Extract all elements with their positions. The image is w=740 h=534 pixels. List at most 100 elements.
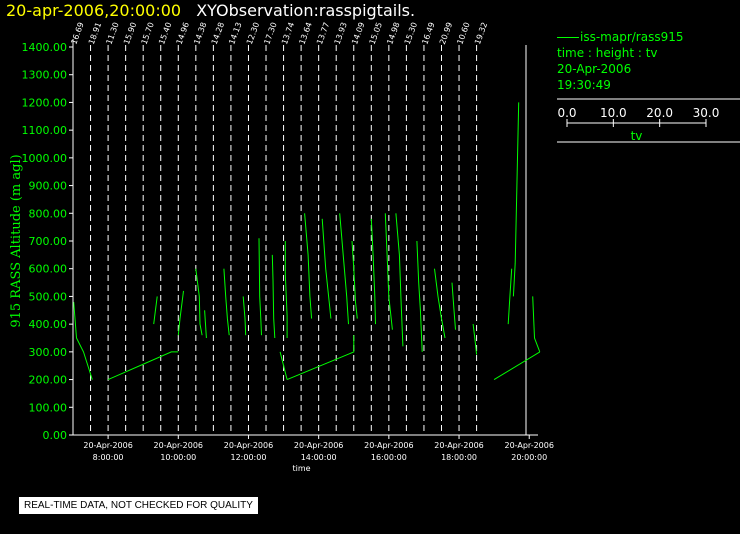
x-tick-time: 18:00:00 bbox=[441, 453, 477, 462]
profile-label: 15.05 bbox=[368, 21, 384, 46]
profile-trace bbox=[395, 213, 404, 347]
legend-scale-label: tv bbox=[631, 129, 643, 143]
profile-label: 16.69 bbox=[69, 21, 85, 46]
profile-label: 15.40 bbox=[157, 21, 173, 46]
y-tick-label: 300.00 bbox=[29, 346, 68, 359]
profile-trace bbox=[286, 335, 355, 381]
profile-label: 14.38 bbox=[192, 21, 208, 46]
profile-trace bbox=[204, 310, 207, 339]
profile-label: 20.99 bbox=[438, 21, 454, 46]
profile-trace bbox=[284, 241, 288, 338]
axis-layer: 0.00 100.00 200.00 300.00 400.00 500.00 600.00… bbox=[9, 39, 554, 473]
profile-trace bbox=[304, 213, 313, 319]
y-tick-label: 1400.00 bbox=[22, 41, 68, 54]
profile-label: 14.09 bbox=[350, 21, 366, 46]
x-tick-time: 14:00:00 bbox=[301, 453, 337, 462]
profile-trace bbox=[339, 213, 349, 325]
profile-trace bbox=[493, 351, 541, 381]
legend-line-icon bbox=[557, 37, 579, 38]
profile-label: 16.49 bbox=[420, 21, 436, 46]
quality-notice: REAL-TIME DATA, NOT CHECKED FOR QUALITY bbox=[19, 497, 258, 514]
profile-label: 13.77 bbox=[315, 21, 331, 46]
profile-label: 13.93 bbox=[333, 21, 349, 46]
profile-label: 12.30 bbox=[245, 21, 261, 46]
x-tick-time: 16:00:00 bbox=[371, 453, 407, 462]
profile-label: 15.30 bbox=[403, 21, 419, 46]
profile-trace bbox=[73, 301, 93, 380]
x-tick-time: 12:00:00 bbox=[231, 453, 267, 462]
legend-scale: 0.0 10.0 20.0 30.0 tv bbox=[557, 98, 740, 143]
profile-label: 18.91 bbox=[87, 21, 103, 46]
profile-label: 14.13 bbox=[227, 21, 243, 46]
legend-time: 19:30:49 bbox=[557, 78, 611, 92]
profile-label: 15.70 bbox=[140, 21, 156, 46]
profile-trace bbox=[258, 238, 262, 336]
legend-scale-tick-label: 10.0 bbox=[600, 106, 627, 120]
x-tick-time: 20:00:00 bbox=[511, 453, 547, 462]
legend-series: iss-mapr/rass915 bbox=[557, 29, 684, 45]
y-axis-label: 915 RASS Altitude (m agl) bbox=[9, 154, 24, 327]
profile-trace bbox=[370, 218, 376, 325]
title-observation: XYObservation:rasspigtails. bbox=[196, 1, 416, 20]
y-tick-label: 400.00 bbox=[29, 318, 68, 331]
grid-layer: 16.69 18.91 11.30 15.90 15.70 15.40 14.96 14.38… bbox=[69, 21, 527, 435]
legend: iss-mapr/rass915 time : height : tv 20-A… bbox=[557, 29, 684, 93]
profile-label: 14.28 bbox=[210, 21, 226, 46]
legend-scale-tick-label: 30.0 bbox=[693, 106, 720, 120]
profile-trace bbox=[177, 290, 184, 336]
y-tick-label: 1100.00 bbox=[22, 124, 68, 137]
legend-axes-desc: time : height : tv bbox=[557, 46, 658, 60]
y-tick-label: 1200.00 bbox=[22, 96, 68, 109]
profile-label: 13.74 bbox=[280, 21, 296, 46]
profile-trace bbox=[321, 218, 332, 319]
legend-date: 20-Apr-2006 bbox=[557, 62, 632, 76]
y-tick-label: 700.00 bbox=[29, 235, 68, 248]
profile-label: 11.30 bbox=[105, 21, 121, 46]
x-tick-date: 20-Apr-2006 bbox=[434, 441, 483, 450]
profile-trace bbox=[472, 324, 478, 355]
y-tick-label: 200.00 bbox=[29, 374, 68, 387]
x-tick-date: 20-Apr-2006 bbox=[364, 441, 413, 450]
chart-title: 20-apr-2006,20:00:00 XYObservation:rassp… bbox=[6, 1, 415, 21]
profile-trace bbox=[434, 268, 446, 339]
y-tick-label: 900.00 bbox=[29, 180, 68, 193]
x-tick-date: 20-Apr-2006 bbox=[154, 441, 203, 450]
x-tick-date: 20-Apr-2006 bbox=[504, 441, 553, 450]
y-tick-label: 600.00 bbox=[29, 263, 68, 276]
profile-trace bbox=[512, 102, 520, 297]
y-tick-label: 100.00 bbox=[29, 401, 68, 414]
y-tick-label: 1000.00 bbox=[22, 152, 68, 165]
x-tick-date: 20-Apr-2006 bbox=[224, 441, 273, 450]
profile-trace bbox=[195, 268, 203, 336]
profile-trace bbox=[416, 240, 423, 352]
x-tick-date: 20-Apr-2006 bbox=[83, 441, 132, 450]
profile-trace bbox=[451, 282, 456, 330]
x-tick-time: 8:00:00 bbox=[93, 453, 124, 462]
profile-trace bbox=[532, 296, 541, 353]
y-tick-label: 500.00 bbox=[29, 290, 68, 303]
profile-label: 14.98 bbox=[385, 21, 401, 46]
y-tick-label: 800.00 bbox=[29, 207, 68, 220]
y-tick-label: 1300.00 bbox=[22, 69, 68, 82]
legend-scale-tick-label: 20.0 bbox=[646, 106, 673, 120]
profile-trace bbox=[279, 351, 288, 380]
legend-series-label: iss-mapr/rass915 bbox=[580, 30, 684, 44]
x-axis-label: time bbox=[292, 464, 310, 473]
profile-trace bbox=[223, 268, 230, 336]
profile-trace bbox=[153, 296, 158, 325]
x-tick-date: 20-Apr-2006 bbox=[294, 441, 343, 450]
y-tick-label: 0.00 bbox=[43, 429, 68, 442]
profile-label: 10.60 bbox=[455, 21, 471, 46]
profile-trace bbox=[271, 254, 276, 339]
profile-label: 17.30 bbox=[262, 21, 278, 46]
x-tick-time: 10:00:00 bbox=[160, 453, 196, 462]
data-layer bbox=[73, 102, 541, 381]
profile-trace bbox=[242, 296, 247, 336]
profile-label: 15.90 bbox=[122, 21, 138, 46]
profile-label: 14.96 bbox=[175, 21, 191, 46]
profile-trace bbox=[507, 268, 513, 325]
profile-trace bbox=[351, 240, 358, 319]
legend-scale-tick-label: 0.0 bbox=[557, 106, 576, 120]
profile-label: 13.64 bbox=[298, 21, 314, 46]
